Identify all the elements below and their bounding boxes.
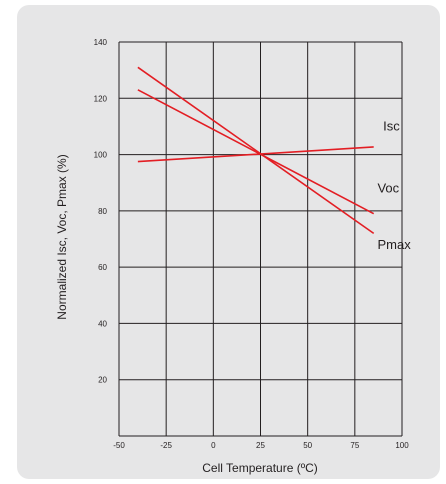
- y-tick-label: 140: [94, 38, 108, 47]
- series-labels: Isc Voc Pmax: [377, 119, 411, 252]
- grid: [118, 41, 403, 437]
- x-tick-label: 0: [211, 441, 216, 450]
- x-tick-label: 25: [256, 441, 265, 450]
- y-axis-title: Normalized Isc, Voc, Pmax (%): [55, 154, 69, 319]
- series-line-voc: [137, 89, 375, 215]
- series-lines: [137, 66, 375, 235]
- y-tick-label: 80: [98, 207, 107, 216]
- series-line-isc: [137, 146, 374, 163]
- y-tick-label: 100: [94, 151, 108, 160]
- series-label-pmax: Pmax: [377, 237, 411, 252]
- x-tick-label: -50: [113, 441, 125, 450]
- x-tick-label: -25: [160, 441, 172, 450]
- y-tick-label: 120: [94, 94, 108, 103]
- series-label-voc: Voc: [377, 181, 399, 196]
- y-tick-label: 60: [98, 263, 107, 272]
- x-tick-label: 100: [395, 441, 409, 450]
- y-tick-label: 20: [98, 376, 107, 385]
- x-tick-label: 50: [303, 441, 312, 450]
- x-axis-title: Cell Temperature (ºC): [202, 461, 318, 475]
- series-label-isc: Isc: [383, 119, 400, 134]
- y-tick-label: 40: [98, 319, 107, 328]
- y-tick-labels: 20 40 60 80 100 120 140: [94, 38, 108, 385]
- x-tick-label: 75: [350, 441, 359, 450]
- chart-panel: [17, 5, 440, 479]
- series-line-pmax: [137, 66, 375, 235]
- x-tick-labels: -50 -25 0 25 50 75 100: [113, 441, 409, 450]
